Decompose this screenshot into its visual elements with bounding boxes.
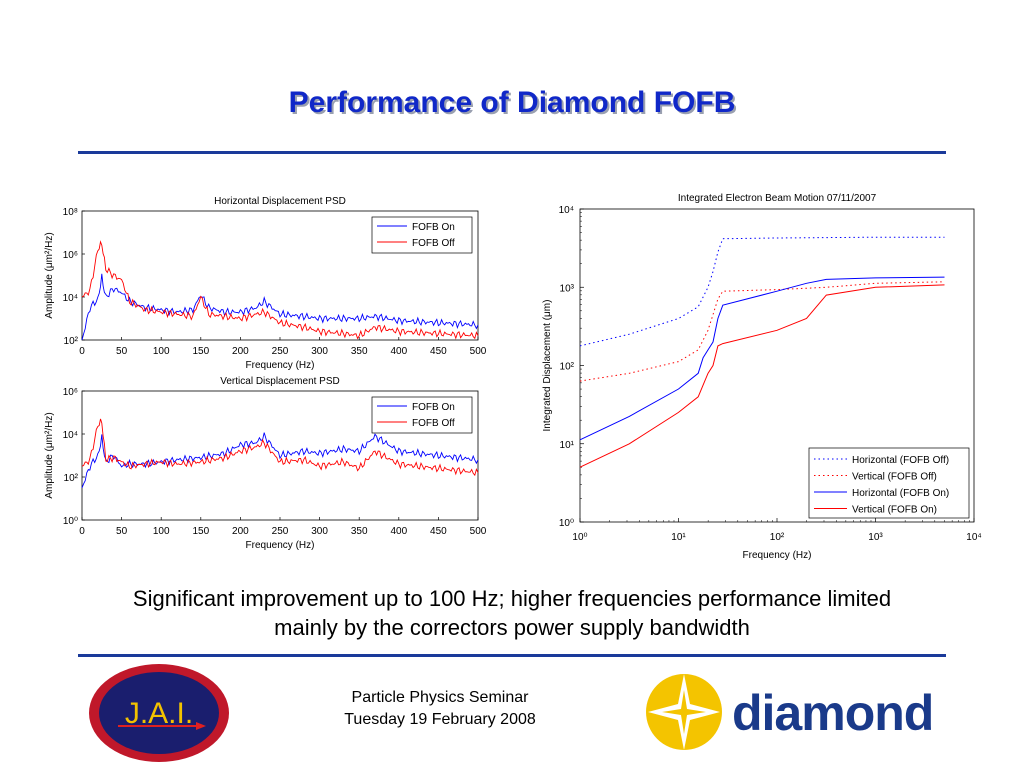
legend-label: FOFB On bbox=[412, 402, 455, 413]
y-tick-label: 10⁰ bbox=[63, 516, 78, 527]
x-tick-label: 100 bbox=[153, 346, 170, 357]
legend-label: Vertical (FOFB On) bbox=[852, 505, 937, 516]
y-tick-label: 10⁸ bbox=[63, 207, 78, 218]
x-tick-label: 450 bbox=[430, 346, 447, 357]
x-axis-label: Frequency (Hz) bbox=[246, 540, 315, 551]
x-tick-label: 250 bbox=[272, 346, 289, 357]
x-tick-label: 400 bbox=[390, 526, 407, 537]
x-tick-label: 50 bbox=[116, 346, 128, 357]
jai-logo-text: J.A.I. bbox=[125, 697, 193, 730]
integrated-motion-chart: Integrated Electron Beam Motion 07/11/20… bbox=[542, 193, 982, 561]
x-tick-label: 350 bbox=[351, 526, 368, 537]
legend-label: Horizontal (FOFB On) bbox=[852, 488, 949, 499]
y-tick-label: 10⁴ bbox=[559, 205, 574, 216]
x-tick-label: 200 bbox=[232, 526, 249, 537]
chart-title: Integrated Electron Beam Motion 07/11/20… bbox=[678, 193, 877, 204]
x-axis-label: Frequency (Hz) bbox=[743, 550, 812, 561]
diamond-logo: diamond bbox=[646, 674, 934, 750]
y-axis-label: Amplitude (μm²/Hz) bbox=[44, 232, 55, 318]
legend-label: FOFB Off bbox=[412, 238, 455, 249]
x-tick-label: 150 bbox=[192, 526, 209, 537]
slide-caption: Significant improvement up to 100 Hz; hi… bbox=[40, 584, 984, 642]
legend-label: Horizontal (FOFB Off) bbox=[852, 455, 949, 466]
diamond-logo-text: diamond bbox=[732, 685, 933, 741]
caption-line-2: mainly by the correctors power supply ba… bbox=[274, 615, 750, 640]
series-line-horizontal-fofb-off- bbox=[579, 236, 945, 347]
x-tick-label: 150 bbox=[192, 346, 209, 357]
series-line-fofb-off bbox=[81, 418, 479, 477]
x-tick-label: 10³ bbox=[868, 532, 883, 543]
y-tick-label: 10² bbox=[560, 362, 575, 373]
x-tick-label: 250 bbox=[272, 526, 289, 537]
chart-title: Horizontal Displacement PSD bbox=[214, 196, 346, 207]
legend-label: FOFB On bbox=[412, 222, 455, 233]
slide-title: Performance of Diamond FOFB bbox=[288, 86, 736, 119]
x-tick-label: 50 bbox=[116, 526, 128, 537]
footer-line-2: Tuesday 19 February 2008 bbox=[344, 711, 536, 728]
series-line-fofb-on bbox=[81, 432, 479, 488]
x-tick-label: 300 bbox=[311, 346, 328, 357]
x-tick-label: 10⁴ bbox=[966, 532, 981, 543]
x-tick-label: 300 bbox=[311, 526, 328, 537]
y-tick-label: 10⁶ bbox=[63, 387, 78, 398]
x-tick-label: 0 bbox=[79, 346, 85, 357]
series-line-horizontal-fofb-on- bbox=[579, 276, 945, 441]
x-tick-label: 450 bbox=[430, 526, 447, 537]
psd-chart-1: Horizontal Displacement PSD 0 50 100 150 200 2… bbox=[44, 196, 487, 371]
y-tick-label: 10⁴ bbox=[63, 430, 78, 441]
x-tick-label: 200 bbox=[232, 346, 249, 357]
x-axis-label: Frequency (Hz) bbox=[246, 360, 315, 371]
chart-title: Vertical Displacement PSD bbox=[220, 376, 340, 387]
bottom-divider bbox=[78, 654, 946, 657]
x-tick-label: 10² bbox=[770, 532, 785, 543]
jai-logo: J.A.I. bbox=[89, 664, 229, 762]
legend-label: FOFB Off bbox=[412, 418, 455, 429]
y-axis-label: Integrated Displacement (μm) bbox=[542, 300, 553, 432]
legend-box bbox=[808, 447, 970, 519]
x-tick-label: 500 bbox=[470, 526, 487, 537]
x-tick-label: 10⁰ bbox=[572, 532, 587, 543]
x-tick-label: 350 bbox=[351, 346, 368, 357]
y-tick-label: 10³ bbox=[560, 283, 575, 294]
x-tick-label: 100 bbox=[153, 526, 170, 537]
legend-label: Vertical (FOFB Off) bbox=[852, 472, 937, 483]
psd-chart-2: Vertical Displacement PSD 0 50 100 150 200 250… bbox=[44, 376, 487, 551]
footer-line-1: Particle Physics Seminar bbox=[351, 689, 529, 706]
diamond-star-icon bbox=[646, 674, 722, 750]
legend-box bbox=[371, 216, 473, 254]
y-tick-label: 10⁶ bbox=[63, 250, 78, 261]
x-tick-label: 500 bbox=[470, 346, 487, 357]
legend-box bbox=[371, 396, 473, 434]
footer-text: Particle Physics Seminar Tuesday 19 Febr… bbox=[300, 687, 580, 731]
y-tick-label: 10¹ bbox=[560, 440, 575, 451]
x-tick-label: 10¹ bbox=[671, 532, 686, 543]
x-tick-label: 0 bbox=[79, 526, 85, 537]
top-divider bbox=[78, 151, 946, 154]
x-tick-label: 400 bbox=[390, 346, 407, 357]
y-tick-label: 10⁰ bbox=[559, 518, 574, 529]
caption-line-1: Significant improvement up to 100 Hz; hi… bbox=[132, 586, 892, 611]
series-line-vertical-fofb-on- bbox=[579, 284, 945, 468]
y-tick-label: 10² bbox=[64, 336, 79, 347]
y-axis-label: Amplitude (μm²/Hz) bbox=[44, 412, 55, 498]
y-tick-label: 10⁴ bbox=[63, 293, 78, 304]
y-tick-label: 10² bbox=[64, 473, 79, 484]
series-line-fofb-off bbox=[81, 240, 479, 340]
